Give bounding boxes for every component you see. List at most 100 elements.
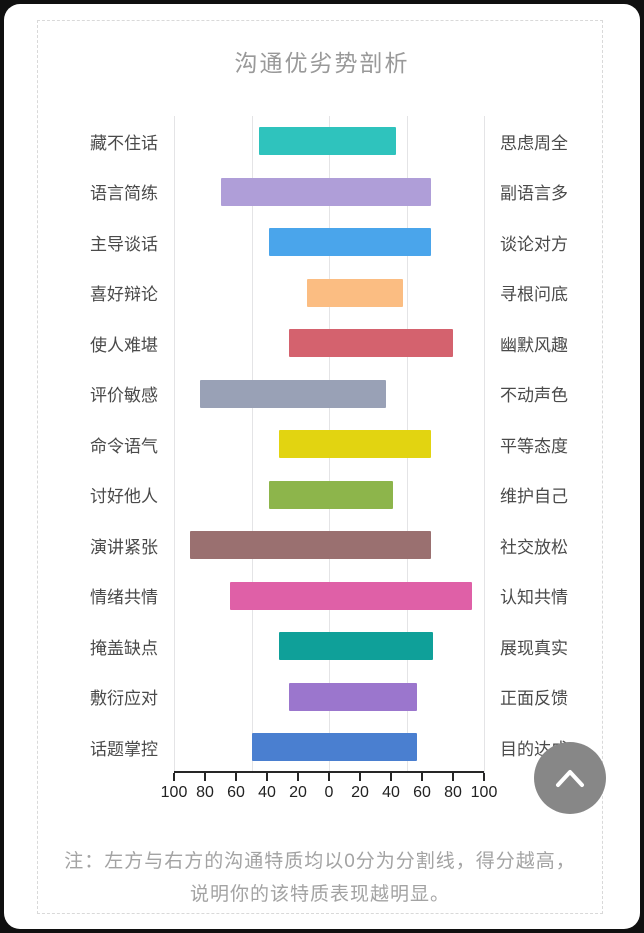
bar [220, 177, 432, 206]
footnote-line-2: 说明你的该特质表现越明显。 [189, 884, 450, 905]
bar [251, 733, 418, 762]
row-left-label: 喜好辩论 [90, 285, 158, 305]
axis-tick [390, 773, 392, 781]
axis-tick-label: 100 [160, 784, 188, 801]
axis-tick [204, 773, 206, 781]
chevron-up-icon [550, 765, 590, 791]
bar [288, 329, 453, 358]
bar-area [174, 733, 484, 762]
chart-row: 评价敏感 不动声色 [41, 369, 607, 420]
row-left-label: 语言简练 [90, 184, 158, 204]
row-right-label: 副语言多 [500, 184, 568, 204]
axis-tick [359, 773, 361, 781]
row-left-label: 主导谈话 [90, 234, 158, 254]
row-right-label: 寻根问底 [500, 285, 568, 305]
bar-area [174, 632, 484, 661]
row-left-label: 使人难堪 [90, 335, 158, 355]
bar-area [174, 329, 484, 358]
axis-tick-label: 60 [227, 784, 245, 801]
row-right-label: 展现真实 [500, 638, 568, 658]
chart-row: 语言简练 副语言多 [41, 167, 607, 218]
chart-row: 喜好辩论 寻根问底 [41, 268, 607, 319]
axis-tick [328, 773, 330, 781]
chart-row: 命令语气 平等态度 [41, 419, 607, 470]
bar [200, 379, 387, 408]
bar [307, 278, 404, 307]
row-left-label: 话题掌控 [90, 739, 158, 759]
axis-tick [452, 773, 454, 781]
bar-area [174, 228, 484, 257]
axis-tick [266, 773, 268, 781]
page-title: 沟通优劣势剖析 [234, 50, 410, 76]
bar-area [174, 379, 484, 408]
bar-area [174, 127, 484, 156]
bar [288, 682, 418, 711]
axis-tick [173, 773, 175, 781]
chart-row: 话题掌控 目的达成 [41, 722, 607, 773]
row-left-label: 命令语气 [90, 436, 158, 456]
axis-line [174, 771, 484, 773]
axis-tick-label: 20 [351, 784, 369, 801]
axis-tick [421, 773, 423, 781]
axis-tick-label: 0 [324, 784, 334, 801]
footnote-line-1: 注：左方与右方的沟通特质均以0分为分割线，得分越高， [64, 851, 576, 872]
bar [268, 228, 432, 257]
bar-area [174, 430, 484, 459]
row-right-label: 平等态度 [500, 436, 568, 456]
row-right-label: 正面反馈 [500, 689, 568, 709]
row-left-label: 敷衍应对 [90, 689, 158, 709]
bar-area [174, 682, 484, 711]
row-left-label: 评价敏感 [90, 386, 158, 406]
row-right-label: 不动声色 [500, 386, 568, 406]
chart-row: 情绪共情 认知共情 [41, 571, 607, 622]
scroll-to-top-button[interactable] [534, 742, 606, 814]
axis-tick-label: 20 [289, 784, 307, 801]
row-right-label: 谈论对方 [500, 234, 568, 254]
axis-tick-label: 60 [413, 784, 431, 801]
row-right-label: 维护自己 [500, 487, 568, 507]
bar [268, 480, 393, 509]
chart-row: 主导谈话 谈论对方 [41, 217, 607, 268]
gridline [174, 116, 175, 773]
chart-row: 敷衍应对 正面反馈 [41, 672, 607, 723]
chart-row: 使人难堪 幽默风趣 [41, 318, 607, 369]
bar [279, 632, 433, 661]
axis-tick [235, 773, 237, 781]
bar [189, 531, 432, 560]
gridline [484, 116, 485, 773]
axis-tick-label: 40 [258, 784, 276, 801]
page: 沟通优劣势剖析 藏不住话 思虑周全语言简练 副语言多主导谈话 谈论对方喜好辩论 寻根问底… [4, 4, 640, 929]
row-right-label: 认知共情 [500, 588, 568, 608]
bar-area [174, 480, 484, 509]
axis-tick [483, 773, 485, 781]
footnote: 注：左方与右方的沟通特质均以0分为分割线，得分越高， 说明你的该特质表现越明显。 [41, 845, 599, 911]
chart-row: 讨好他人 维护自己 [41, 470, 607, 521]
bar [229, 581, 472, 610]
bar-area [174, 531, 484, 560]
diverging-bar-chart: 藏不住话 思虑周全语言简练 副语言多主导谈话 谈论对方喜好辩论 寻根问底使人难堪 幽默风趣… [41, 116, 607, 801]
bar [259, 127, 396, 156]
chart-rows: 藏不住话 思虑周全语言简练 副语言多主导谈话 谈论对方喜好辩论 寻根问底使人难堪 幽默风趣… [41, 116, 607, 773]
chart-row: 演讲紧张 社交放松 [41, 520, 607, 571]
bar-area [174, 278, 484, 307]
row-left-label: 情绪共情 [90, 588, 158, 608]
chart-x-axis: 100 80 60 40 20 0 20 40 60 80 100 [161, 771, 497, 821]
row-left-label: 掩盖缺点 [90, 638, 158, 658]
axis-tick-label: 100 [470, 784, 498, 801]
bar-area [174, 177, 484, 206]
row-left-label: 演讲紧张 [90, 537, 158, 557]
axis-tick-label: 80 [196, 784, 214, 801]
chart-row: 掩盖缺点 展现真实 [41, 621, 607, 672]
axis-tick-label: 80 [444, 784, 462, 801]
bar-area [174, 581, 484, 610]
row-right-label: 社交放松 [500, 537, 568, 557]
axis-tick-label: 40 [382, 784, 400, 801]
row-left-label: 藏不住话 [90, 133, 158, 153]
row-right-label: 思虑周全 [500, 133, 568, 153]
bar [279, 430, 432, 459]
axis-tick [297, 773, 299, 781]
chart-row: 藏不住话 思虑周全 [41, 116, 607, 167]
gridline [251, 116, 253, 773]
row-left-label: 讨好他人 [90, 487, 158, 507]
row-right-label: 幽默风趣 [500, 335, 568, 355]
